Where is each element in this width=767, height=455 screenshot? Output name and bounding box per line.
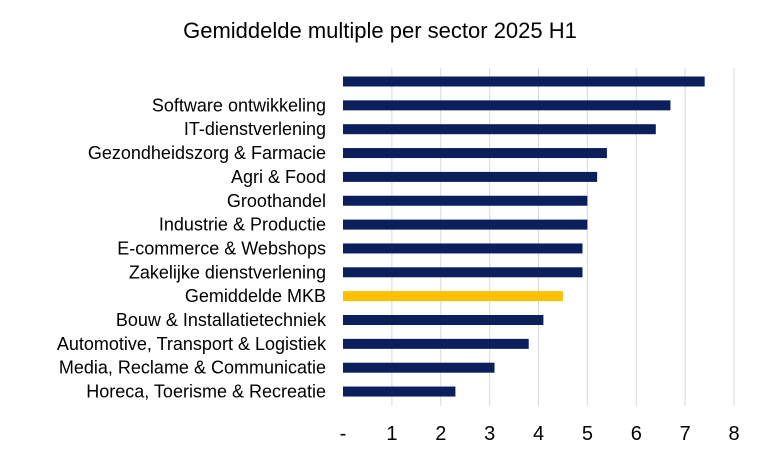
category-label: Agri & Food bbox=[231, 167, 326, 187]
x-tick-label: 8 bbox=[728, 423, 739, 445]
bar bbox=[343, 362, 495, 373]
category-label: Industrie & Productie bbox=[159, 215, 326, 235]
category-label: Bouw & Installatietechniek bbox=[116, 310, 327, 330]
x-axis-tick-labels: - 1 2 3 4 5 6 7 8 bbox=[340, 423, 740, 445]
x-tick-label: 6 bbox=[631, 423, 642, 445]
category-label: Groothandel bbox=[227, 191, 326, 211]
x-tick-label: 3 bbox=[484, 423, 495, 445]
x-tick-label: 4 bbox=[533, 423, 544, 445]
bar bbox=[343, 148, 607, 159]
category-label: E-commerce & Webshops bbox=[117, 238, 326, 258]
bar bbox=[343, 386, 456, 397]
bar bbox=[343, 243, 583, 254]
x-tick-label: 1 bbox=[386, 423, 397, 445]
category-label: IT-dienstverlening bbox=[184, 119, 326, 139]
category-label: Gezondheidszorg & Farmacie bbox=[88, 143, 326, 163]
bar bbox=[343, 219, 588, 230]
bar bbox=[343, 171, 598, 182]
bar bbox=[343, 76, 705, 87]
category-labels: Software ontwikkelingIT-dienstverlening … bbox=[57, 95, 327, 401]
bar bbox=[343, 338, 529, 349]
bar bbox=[343, 291, 563, 302]
bar bbox=[343, 100, 671, 111]
x-tick-label: 7 bbox=[680, 423, 691, 445]
bar bbox=[343, 267, 583, 278]
bars bbox=[343, 76, 705, 397]
bar bbox=[343, 315, 544, 325]
x-tick-label: - bbox=[340, 423, 347, 445]
category-label: Media, Reclame & Communicatie bbox=[59, 358, 326, 378]
category-label: Automotive, Transport & Logistiek bbox=[57, 334, 327, 354]
x-tick-label: 2 bbox=[435, 423, 446, 445]
category-label: Software ontwikkeling bbox=[152, 95, 326, 115]
bar bbox=[343, 124, 656, 135]
category-label: Zakelijke dienstverlening bbox=[129, 262, 326, 282]
x-tick-label: 5 bbox=[582, 423, 593, 445]
category-label: Horeca, Toerisme & Recreatie bbox=[86, 382, 326, 402]
gridlines bbox=[391, 68, 735, 406]
category-label: Gemiddelde MKB bbox=[185, 286, 326, 306]
bar bbox=[343, 195, 588, 206]
chart-title: Gemiddelde multiple per sector 2025 H1 bbox=[183, 18, 577, 43]
